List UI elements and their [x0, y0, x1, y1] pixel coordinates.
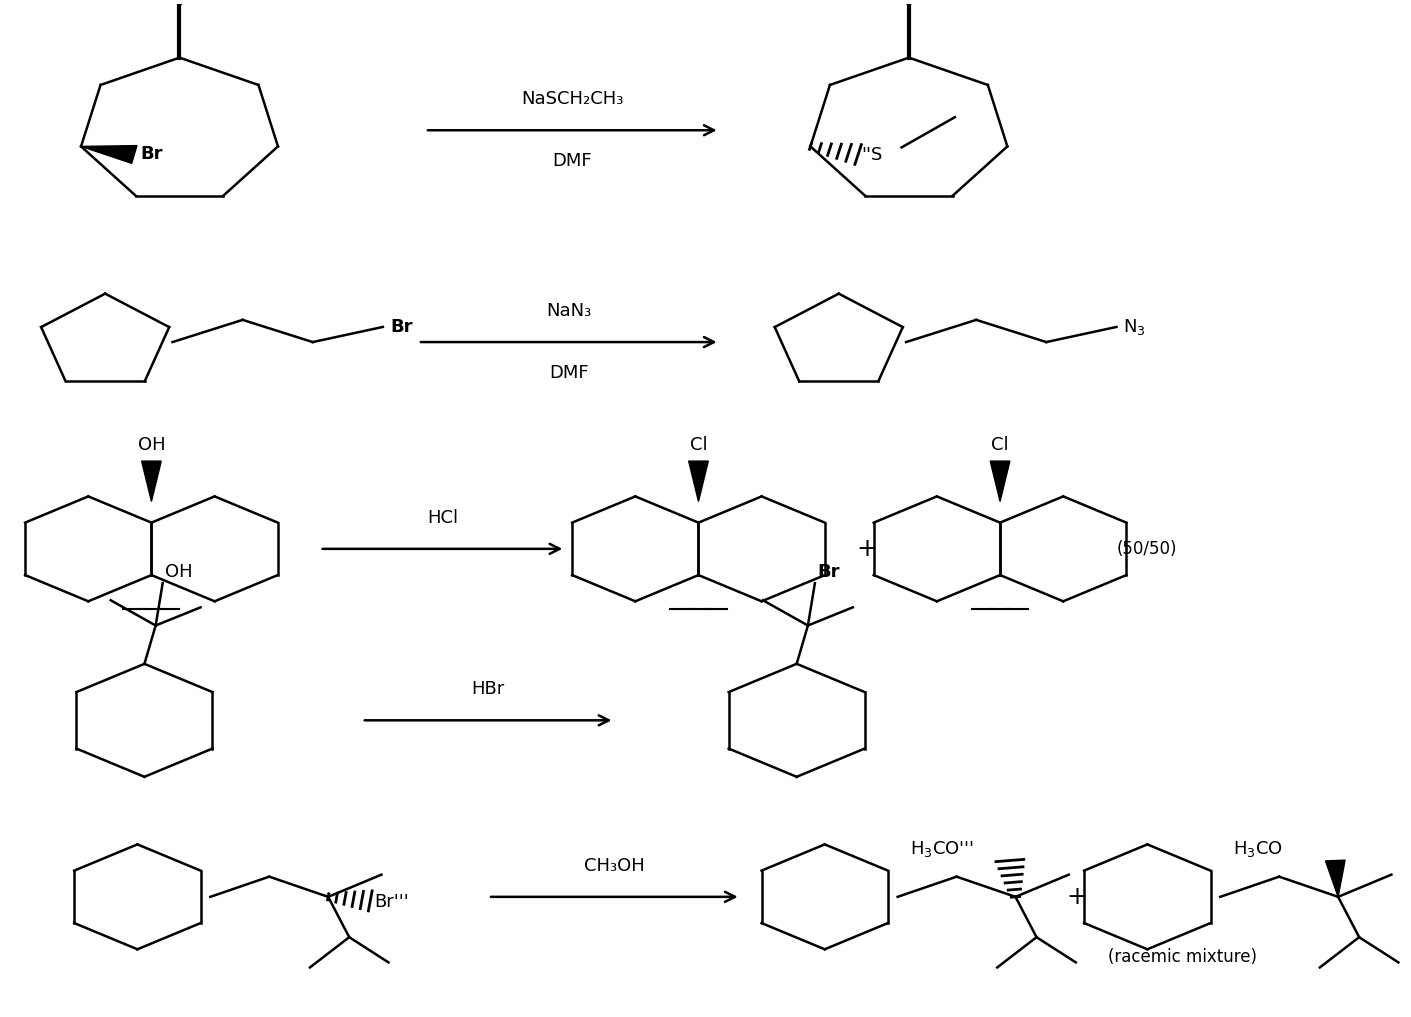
Text: DMF: DMF	[553, 153, 593, 171]
Text: Br: Br	[389, 318, 412, 336]
Text: OH: OH	[165, 563, 193, 581]
Text: NaSCH₂CH₃: NaSCH₂CH₃	[521, 91, 624, 108]
Text: DMF: DMF	[549, 364, 588, 382]
Text: ''S: ''S	[861, 146, 882, 165]
Text: Br: Br	[140, 145, 162, 164]
Polygon shape	[991, 461, 1010, 501]
Text: OH: OH	[138, 436, 165, 454]
Polygon shape	[141, 461, 161, 501]
Text: Cl: Cl	[690, 436, 707, 454]
Text: +: +	[1067, 885, 1088, 909]
Text: +: +	[856, 537, 878, 560]
Text: Cl: Cl	[992, 436, 1009, 454]
Polygon shape	[1325, 860, 1345, 897]
Text: (racemic mixture): (racemic mixture)	[1108, 949, 1257, 966]
Text: Br: Br	[818, 563, 840, 581]
Polygon shape	[80, 145, 137, 164]
Text: CH₃OH: CH₃OH	[584, 856, 645, 875]
Text: (50/50): (50/50)	[1118, 540, 1178, 558]
Text: N$_3$: N$_3$	[1123, 317, 1146, 337]
Text: HBr: HBr	[471, 680, 505, 698]
Text: Br''': Br'''	[374, 893, 409, 911]
Text: NaN₃: NaN₃	[546, 302, 591, 320]
Text: HCl: HCl	[428, 508, 459, 527]
Polygon shape	[689, 461, 708, 501]
Text: H$_3$CO''': H$_3$CO'''	[910, 838, 975, 858]
Text: H$_3$CO: H$_3$CO	[1233, 838, 1283, 858]
